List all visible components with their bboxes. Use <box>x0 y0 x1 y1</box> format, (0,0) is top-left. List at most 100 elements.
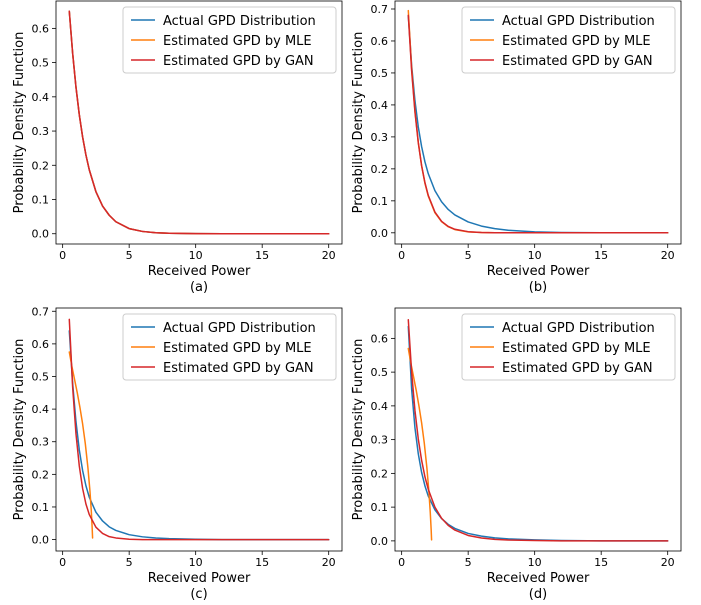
y-tick-label: 0.4 <box>371 400 389 413</box>
x-tick-label: 0 <box>59 556 66 569</box>
y-axis-label: Probability Density Function <box>351 339 366 521</box>
legend-entry: Actual GPD Distribution <box>502 321 655 336</box>
y-tick-label: 0.2 <box>32 468 50 481</box>
y-tick-label: 0.0 <box>371 535 389 548</box>
y-tick-label: 0.6 <box>371 35 389 48</box>
y-tick-label: 0.3 <box>32 125 50 138</box>
legend-box <box>461 313 676 381</box>
legend-box <box>122 6 337 74</box>
axes-frame <box>55 307 343 552</box>
x-axis-label: Received Power <box>148 571 251 586</box>
x-tick-label: 10 <box>528 249 542 262</box>
y-tick-label: 0.4 <box>32 403 50 416</box>
panel-label: (d) <box>529 587 547 602</box>
legend: Actual GPD Distribution Estimated GPD by … <box>122 6 337 74</box>
series-line-actual <box>407 14 669 234</box>
y-tick-label: 0.2 <box>32 159 50 172</box>
legend-entry: Actual GPD Distribution <box>502 14 655 29</box>
legend-entry: Actual GPD Distribution <box>163 321 316 336</box>
x-tick-label: 20 <box>322 556 336 569</box>
x-tick-label: 15 <box>594 249 608 262</box>
y-tick-label: 0.7 <box>371 3 389 16</box>
series-line-gan <box>68 10 330 235</box>
legend-entry: Estimated GPD by MLE <box>163 34 312 49</box>
y-tick-label: 0.1 <box>32 194 50 207</box>
y-tick-label: 0.0 <box>32 534 50 547</box>
x-axis-label: Received Power <box>487 264 590 279</box>
x-tick-label: 10 <box>189 556 203 569</box>
legend-entry: Estimated GPD by MLE <box>163 341 312 356</box>
y-tick-label: 0.5 <box>371 67 389 80</box>
x-tick-label: 20 <box>661 556 675 569</box>
chart-panel-4: 0 5 10 15 20 0.0 0.1 0.2 0.3 0.4 0.5 0.6 Received Po… <box>351 307 682 602</box>
y-tick-label: 0.3 <box>32 436 50 449</box>
y-tick-label: 0.6 <box>32 338 50 351</box>
legend-entry: Actual GPD Distribution <box>163 14 316 29</box>
y-tick-label: 0.1 <box>371 195 389 208</box>
legend-box <box>461 6 676 74</box>
legend: Actual GPD Distribution Estimated GPD by … <box>461 313 676 381</box>
x-tick-label: 5 <box>465 556 472 569</box>
y-tick-label: 0.7 <box>32 305 50 318</box>
y-tick-label: 0.0 <box>371 227 389 240</box>
x-tick-label: 20 <box>322 249 336 262</box>
y-tick-label: 0.5 <box>32 57 50 70</box>
series-line-mle <box>407 347 433 541</box>
x-tick-label: 20 <box>661 249 675 262</box>
series-lines <box>407 319 669 542</box>
x-tick-label: 10 <box>189 249 203 262</box>
legend-entry: Estimated GPD by GAN <box>163 54 314 69</box>
x-tick-label: 5 <box>126 249 133 262</box>
y-tick-label: 0.4 <box>371 99 389 112</box>
x-tick-label: 5 <box>126 556 133 569</box>
series-line-gan <box>68 318 330 541</box>
y-tick-label: 0.4 <box>32 91 50 104</box>
y-axis-label: Probability Density Function <box>12 32 27 214</box>
legend: Actual GPD Distribution Estimated GPD by … <box>461 6 676 74</box>
series-lines <box>68 318 330 541</box>
y-tick-label: 0.6 <box>32 22 50 35</box>
x-tick-label: 15 <box>255 556 269 569</box>
legend-entry: Estimated GPD by GAN <box>502 361 653 376</box>
legend-entry: Estimated GPD by GAN <box>163 361 314 376</box>
x-tick-label: 5 <box>465 249 472 262</box>
x-tick-label: 15 <box>255 249 269 262</box>
y-tick-label: 0.6 <box>371 332 389 345</box>
panel-label: (c) <box>190 587 207 602</box>
legend-entry: Estimated GPD by GAN <box>502 54 653 69</box>
chart-panel-1: 0 5 10 15 20 0.0 0.1 0.2 0.3 0.4 0.5 0.6 Received Po… <box>12 0 343 295</box>
series-lines <box>407 9 669 234</box>
series-line-mle <box>68 351 94 539</box>
panel-label: (b) <box>529 280 547 295</box>
y-tick-label: 0.3 <box>371 131 389 144</box>
y-axis-label: Probability Density Function <box>12 339 27 521</box>
x-axis-label: Received Power <box>487 571 590 586</box>
y-tick-label: 0.2 <box>371 467 389 480</box>
y-tick-label: 0.0 <box>32 228 50 241</box>
y-axis-label: Probability Density Function <box>351 32 366 214</box>
chart-panel-3: 0 5 10 15 20 0.0 0.1 0.2 0.3 0.4 0.5 0.6 0.7 Received… <box>12 305 343 602</box>
y-tick-label: 0.1 <box>32 501 50 514</box>
legend-entry: Estimated GPD by MLE <box>502 341 651 356</box>
legend-box <box>122 313 337 381</box>
y-tick-label: 0.5 <box>32 370 50 383</box>
panel-label: (a) <box>190 280 208 295</box>
series-line-gan <box>407 14 669 234</box>
y-tick-label: 0.5 <box>371 366 389 379</box>
y-tick-label: 0.2 <box>371 163 389 176</box>
y-tick-label: 0.3 <box>371 434 389 447</box>
x-axis-label: Received Power <box>148 264 251 279</box>
axes-frame <box>55 0 343 245</box>
y-tick-label: 0.1 <box>371 501 389 514</box>
legend: Actual GPD Distribution Estimated GPD by … <box>122 313 337 381</box>
x-tick-label: 10 <box>528 556 542 569</box>
series-line-gan <box>407 319 669 542</box>
x-tick-label: 15 <box>594 556 608 569</box>
legend-entry: Estimated GPD by MLE <box>502 34 651 49</box>
axes-frame <box>394 307 682 552</box>
x-tick-label: 0 <box>59 249 66 262</box>
series-lines <box>68 10 330 235</box>
axes-frame <box>394 0 682 245</box>
x-tick-label: 0 <box>398 249 405 262</box>
